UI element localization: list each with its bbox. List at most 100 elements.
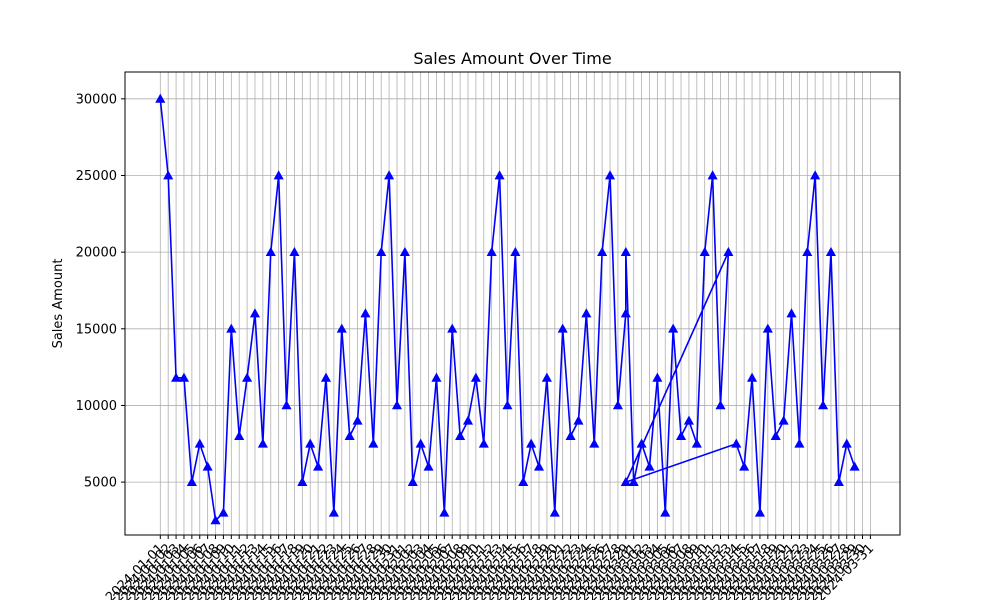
data-point-marker xyxy=(242,372,253,382)
data-point-marker xyxy=(257,438,268,448)
grid xyxy=(125,72,900,535)
data-point-marker xyxy=(494,170,505,180)
data-point-marker xyxy=(668,323,679,333)
axes-frame xyxy=(124,71,901,536)
data-point-marker xyxy=(391,400,403,410)
data-point-marker xyxy=(786,308,797,318)
y-axis-label: Sales Amount xyxy=(51,259,66,349)
data-point-marker xyxy=(604,170,616,180)
data-point-marker xyxy=(557,323,568,333)
data-point-marker xyxy=(202,461,213,471)
data-point-marker xyxy=(825,246,836,257)
data-point-marker xyxy=(163,170,174,180)
data-point-marker xyxy=(715,400,726,410)
data-point-marker xyxy=(794,438,805,448)
data-point-marker xyxy=(549,507,560,517)
data-point-marker xyxy=(328,507,339,517)
data-point-marker xyxy=(376,246,387,257)
data-point-marker xyxy=(352,415,363,425)
data-point-marker xyxy=(754,507,765,517)
data-point-marker xyxy=(360,308,371,318)
data-point-marker xyxy=(462,415,474,425)
x-axis: 2024-01-012024-01-022024-01-032024-01-04… xyxy=(103,535,877,600)
data-point-marker xyxy=(194,438,205,448)
data-point-marker xyxy=(210,515,221,525)
data-point-marker xyxy=(510,246,521,257)
data-point-marker xyxy=(249,308,261,318)
data-point-marker xyxy=(297,476,308,486)
data-point-marker xyxy=(644,461,655,471)
data-point-marker xyxy=(423,461,434,471)
data-point-marker xyxy=(368,438,379,448)
data-point-marker xyxy=(533,461,545,471)
data-point-marker xyxy=(739,461,750,471)
data-point-marker xyxy=(628,476,639,486)
y-tick-label: 20000 xyxy=(76,246,117,261)
data-point-marker xyxy=(226,323,237,333)
data-point-marker xyxy=(620,246,631,257)
data-point-marker xyxy=(833,476,844,486)
data-point-marker xyxy=(770,430,781,440)
data-point-marker xyxy=(265,246,276,257)
data-point-marker xyxy=(699,246,710,257)
data-point-marker xyxy=(155,93,166,103)
data-point-marker xyxy=(336,323,347,333)
data-point-marker xyxy=(234,430,245,440)
data-point-marker xyxy=(723,246,734,257)
data-point-marker xyxy=(320,372,332,382)
data-point-marker xyxy=(620,308,631,318)
data-point-marker xyxy=(281,400,292,410)
data-point-marker xyxy=(415,438,426,448)
data-point-marker xyxy=(747,372,758,382)
data-point-marker xyxy=(399,246,410,257)
data-point-marker xyxy=(502,400,513,410)
data-point-marker xyxy=(636,438,647,448)
data-point-marker xyxy=(660,507,671,517)
data-point-marker xyxy=(849,461,860,471)
data-point-marker xyxy=(470,372,481,382)
data-point-marker xyxy=(541,372,552,382)
data-point-marker xyxy=(305,438,316,448)
data-point-marker xyxy=(731,438,742,448)
data-point-marker xyxy=(518,476,529,486)
data-point-marker xyxy=(218,507,229,517)
data-point-marker xyxy=(691,438,702,448)
data-point-marker xyxy=(478,438,489,448)
y-tick-label: 30000 xyxy=(76,92,117,107)
data-point-marker xyxy=(171,372,182,382)
data-point-marker xyxy=(683,415,694,425)
data-point-marker xyxy=(652,372,663,382)
y-tick-label: 15000 xyxy=(76,322,117,337)
data-point-marker xyxy=(810,170,821,180)
data-point-marker xyxy=(573,415,584,425)
data-point-marker xyxy=(313,461,324,471)
data-point-marker xyxy=(273,170,284,180)
data-point-marker xyxy=(762,323,773,333)
y-tick-label: 25000 xyxy=(76,169,117,184)
data-point-marker xyxy=(344,430,355,440)
chart-title: Sales Amount Over Time xyxy=(413,49,611,68)
data-point-marker xyxy=(597,246,608,257)
data-point-marker xyxy=(841,438,852,448)
data-point-marker xyxy=(178,372,190,382)
y-tick-label: 5000 xyxy=(84,476,117,491)
data-point-marker xyxy=(289,246,300,257)
data-point-marker xyxy=(589,438,600,448)
y-axis: 5000 10000 15000 20000 25000 30000 xyxy=(76,92,125,491)
data-point-marker xyxy=(612,400,623,410)
marker-layer xyxy=(155,93,860,525)
data-point-marker xyxy=(384,170,395,180)
data-point-marker xyxy=(407,476,418,486)
data-point-marker xyxy=(707,170,718,180)
data-point-marker xyxy=(439,507,450,517)
data-point-marker xyxy=(675,430,687,440)
data-point-marker xyxy=(447,323,458,333)
data-point-marker xyxy=(802,246,813,257)
data-point-marker xyxy=(620,476,631,486)
data-point-marker xyxy=(818,400,829,410)
data-point-marker xyxy=(581,308,592,318)
data-point-marker xyxy=(431,372,442,382)
data-point-marker xyxy=(526,438,537,448)
data-point-marker xyxy=(565,430,576,440)
